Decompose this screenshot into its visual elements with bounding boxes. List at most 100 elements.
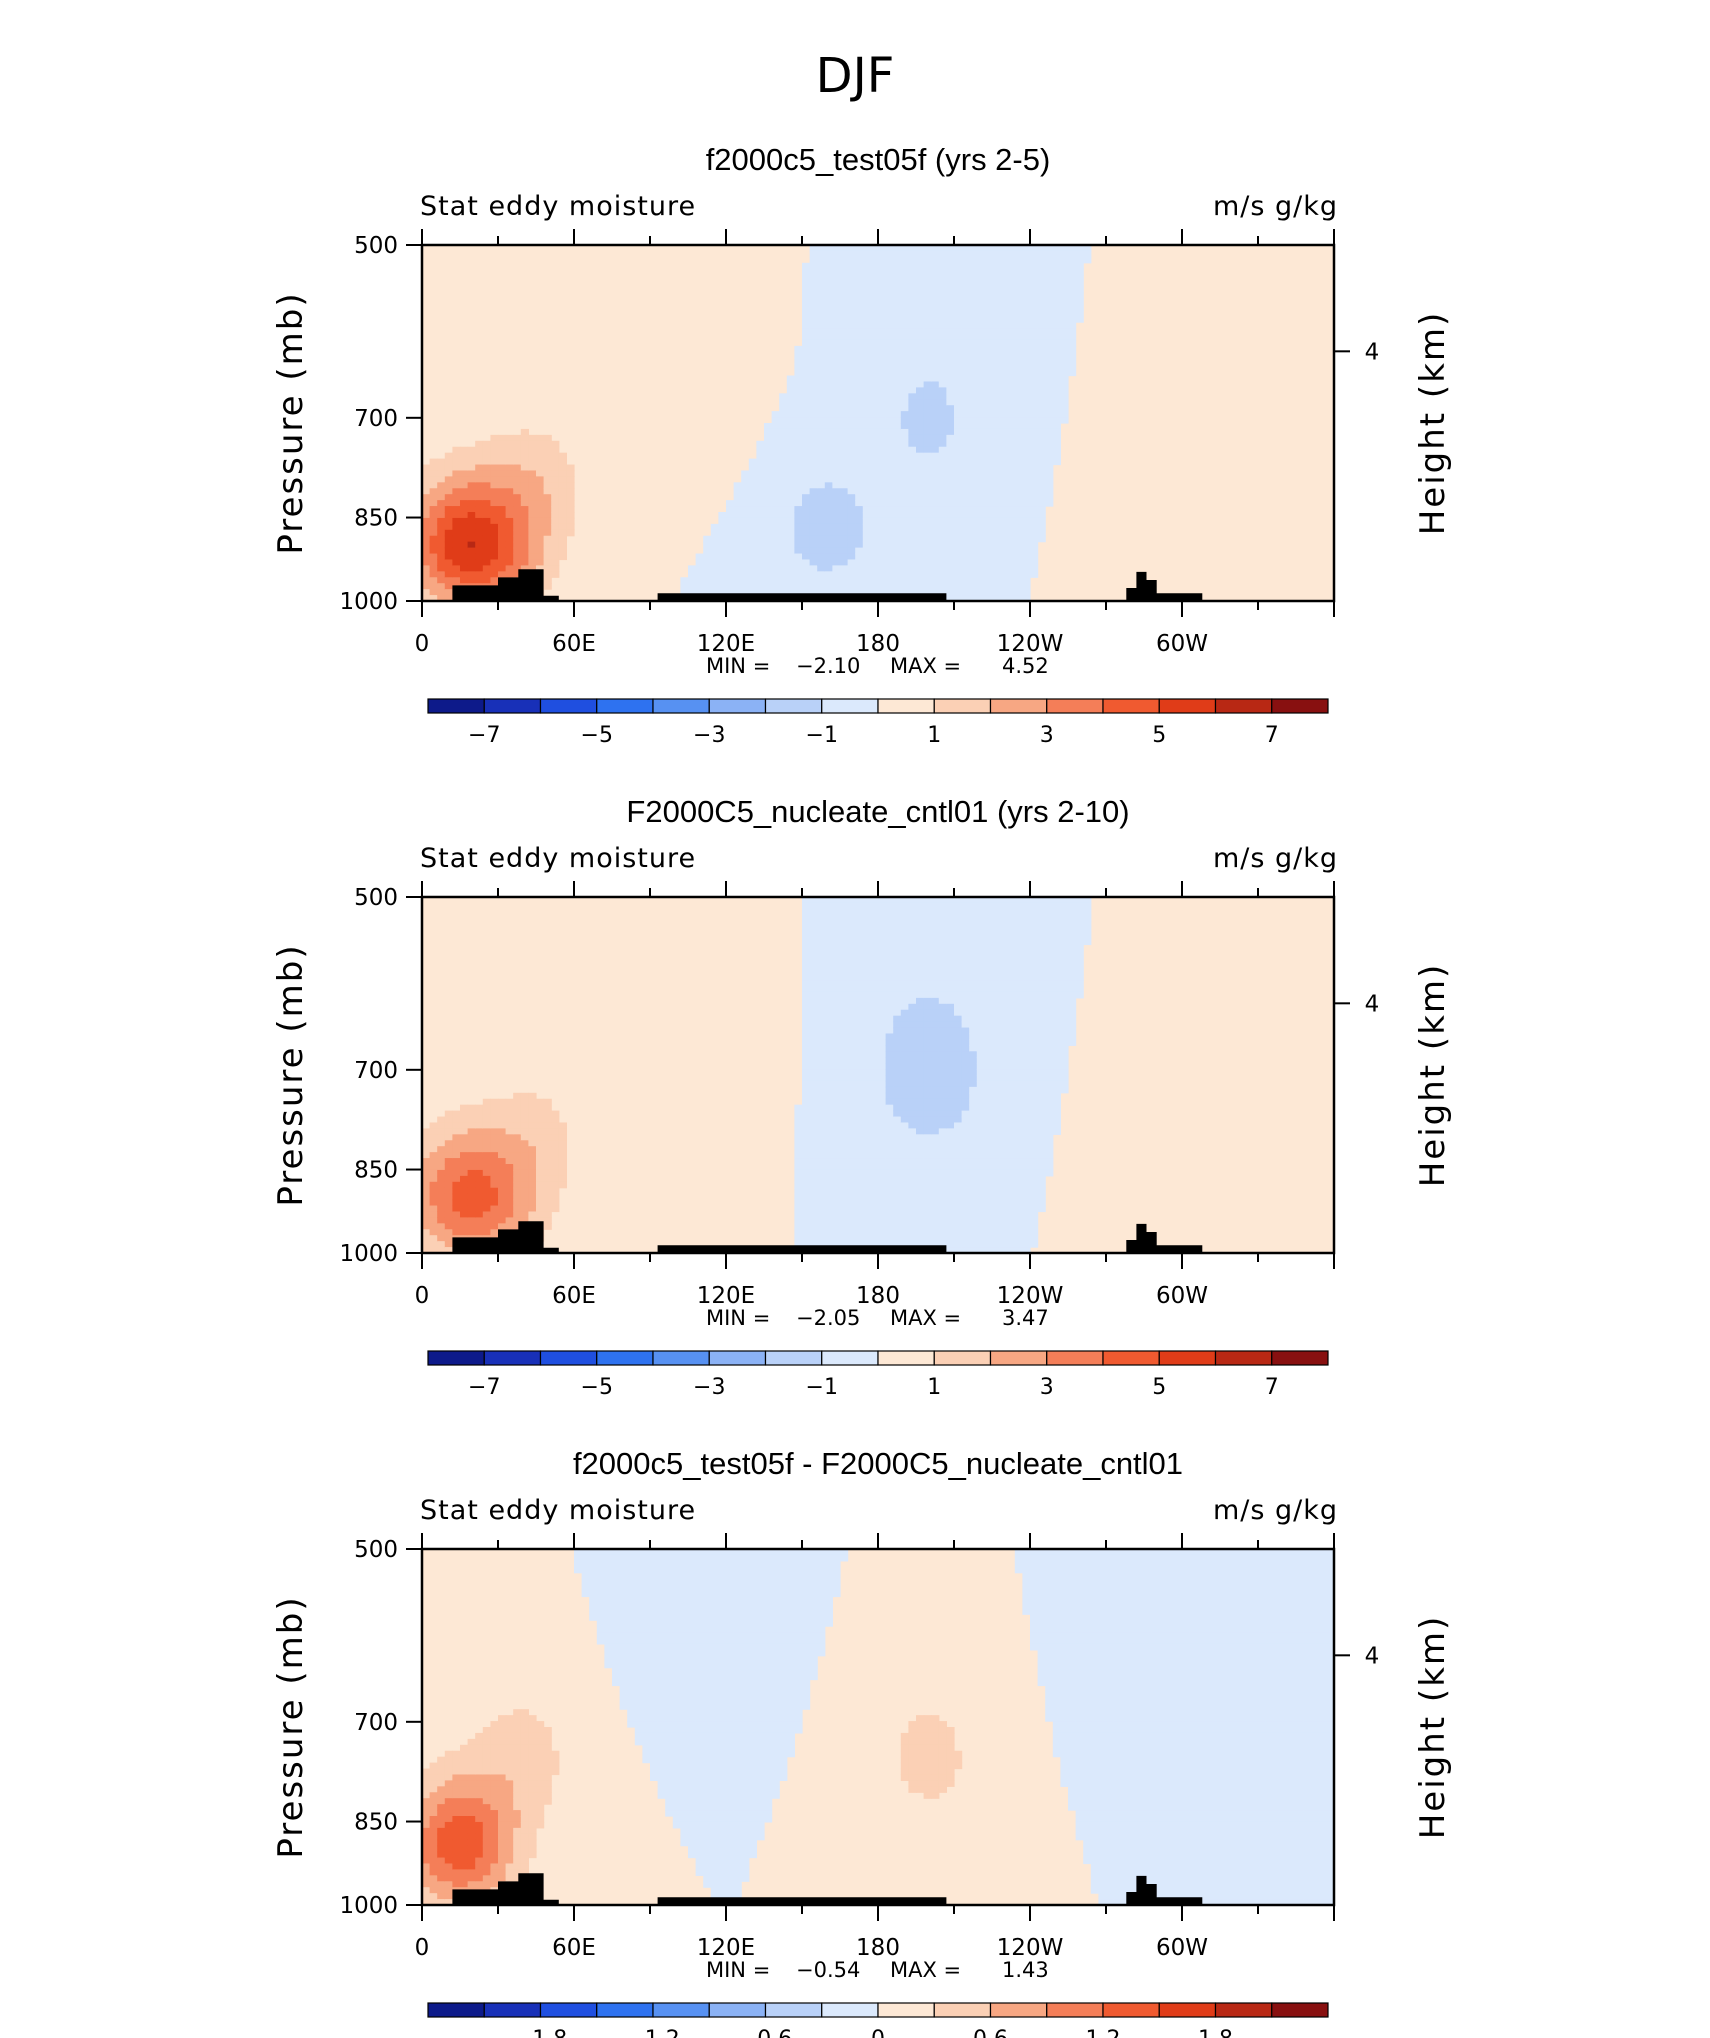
- contour-cell: [498, 1122, 507, 1129]
- contour-cell: [528, 1187, 537, 1195]
- contour-cell: [840, 1217, 849, 1224]
- contour-cell: [824, 506, 833, 513]
- contour-cell: [870, 1175, 879, 1183]
- contour-cell: [786, 470, 795, 477]
- contour-cell: [809, 434, 818, 442]
- contour-cell: [893, 980, 902, 987]
- contour-cell: [809, 1229, 818, 1236]
- contour-cell: [916, 1146, 925, 1153]
- contour-cell: [756, 470, 765, 477]
- contour-cell: [847, 494, 856, 501]
- contour-cell: [931, 1140, 940, 1147]
- contour-cell: [809, 452, 818, 460]
- contour-cell: [460, 553, 469, 561]
- contour-cell: [878, 1187, 887, 1195]
- contour-cell: [992, 1057, 1001, 1064]
- contour-cell: [938, 464, 947, 472]
- contour-cell: [741, 547, 750, 555]
- contour-cell: [802, 577, 811, 584]
- contour-cell: [802, 1152, 811, 1159]
- contour-cell: [916, 339, 925, 347]
- contour-cell: [855, 938, 864, 946]
- contour-cell: [961, 1045, 970, 1052]
- contour-cell: [878, 908, 887, 916]
- contour-cell: [764, 553, 773, 561]
- contour-cell: [536, 535, 545, 543]
- contour-cell: [429, 464, 438, 472]
- contour-cell: [984, 1229, 993, 1236]
- contour-cell: [893, 488, 902, 495]
- contour-cell: [756, 535, 765, 543]
- contour-cell: [536, 517, 545, 525]
- contour-cell: [862, 310, 871, 317]
- contour-cell: [513, 476, 522, 483]
- contour-cell: [992, 470, 1001, 477]
- contour-cell: [893, 529, 902, 537]
- contour-cell: [779, 571, 788, 578]
- contour-cell: [946, 547, 955, 555]
- contour-cell: [1037, 440, 1046, 448]
- contour-cell: [566, 500, 575, 507]
- contour-cell: [908, 488, 917, 495]
- contour-cell: [893, 411, 902, 418]
- contour-cell: [505, 1205, 514, 1213]
- contour-cell: [885, 914, 894, 922]
- contour-cell: [513, 559, 522, 566]
- contour-cell: [969, 470, 978, 477]
- contour-cell: [946, 464, 955, 472]
- contour-cell: [931, 488, 940, 495]
- contour-cell: [916, 476, 925, 483]
- contour-cell: [824, 316, 833, 323]
- contour-cell: [976, 595, 985, 601]
- contour-cell: [969, 974, 978, 981]
- contour-cell: [551, 1181, 560, 1189]
- contour-cell: [946, 1069, 955, 1076]
- contour-cell: [908, 245, 917, 252]
- contour-cell: [954, 1229, 963, 1236]
- contour-cell: [536, 1152, 545, 1159]
- contour-cell: [840, 328, 849, 335]
- contour-cell: [536, 547, 545, 555]
- contour-cell: [718, 559, 727, 566]
- contour-cell: [855, 1217, 864, 1224]
- contour-cell: [908, 932, 917, 940]
- contour-cell: [900, 1009, 909, 1017]
- contour-cell: [855, 1229, 864, 1236]
- contour-cell: [1052, 357, 1061, 365]
- contour-cell: [938, 1187, 947, 1195]
- contour-cell: [536, 1146, 545, 1153]
- contour-cell: [824, 541, 833, 549]
- contour-cell: [422, 1199, 431, 1207]
- contour-cell: [992, 938, 1001, 946]
- contour-cell: [961, 250, 970, 258]
- contour-cell: [954, 1015, 963, 1023]
- contour-cell: [482, 1110, 491, 1118]
- contour-cell: [733, 547, 742, 555]
- contour-cell: [969, 298, 978, 305]
- contour-cell: [840, 310, 849, 317]
- contour-cell: [931, 1152, 940, 1159]
- contour-cell: [855, 476, 864, 483]
- contour-cell: [498, 452, 507, 460]
- contour-cell: [1007, 250, 1016, 258]
- contour-cell: [840, 541, 849, 549]
- contour-cell: [999, 405, 1008, 412]
- contour-cell: [961, 1199, 970, 1207]
- contour-cell: [984, 1241, 993, 1248]
- contour-cell: [832, 980, 841, 987]
- contour-cell: [832, 1175, 841, 1183]
- contour-cell: [824, 902, 833, 910]
- contour-cell: [452, 506, 461, 513]
- contour-cell: [840, 1057, 849, 1064]
- contour-cell: [923, 1211, 932, 1218]
- contour-cell: [809, 245, 818, 252]
- contour-cell: [923, 1015, 932, 1023]
- contour-cell: [1030, 434, 1039, 442]
- contour-cell: [786, 464, 795, 472]
- contour-cell: [1030, 375, 1039, 383]
- contour-cell: [938, 1009, 947, 1017]
- contour-cell: [824, 280, 833, 288]
- contour-cell: [444, 1110, 453, 1118]
- contour-cell: [969, 914, 978, 922]
- contour-cell: [984, 434, 993, 442]
